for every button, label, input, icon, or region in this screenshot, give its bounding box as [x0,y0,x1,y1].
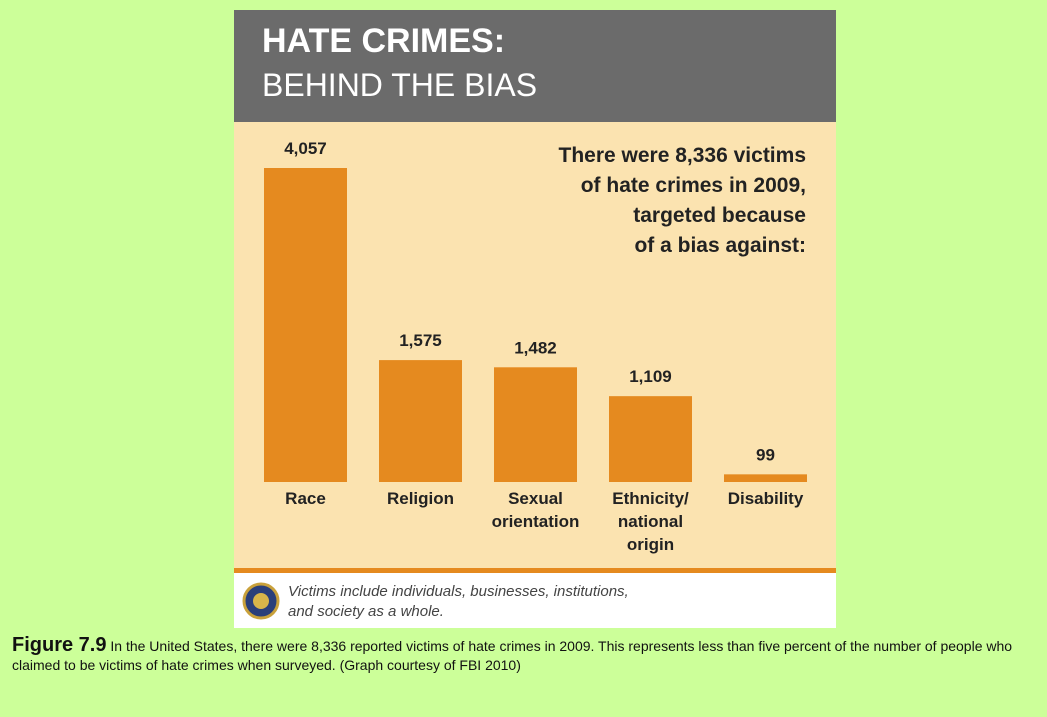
bar [379,360,462,482]
annotation-line: of a bias against: [634,234,806,257]
caption-text: In the United States, there were 8,336 r… [12,638,1013,673]
bar [494,367,577,482]
bar [609,396,692,482]
value-label: 1,109 [629,367,672,386]
bar [724,474,807,482]
bar [264,168,347,482]
title-line: HATE CRIMES: [262,22,505,60]
category-label: national [618,512,683,531]
annotation-line: targeted because [633,204,806,227]
fbi-seal-center [253,593,269,609]
footnote-line: Victims include individuals, businesses,… [288,583,629,600]
category-label: Race [285,489,326,508]
value-label: 99 [756,445,775,464]
footer-band [234,573,836,628]
category-label: Ethnicity/ [612,489,689,508]
annotation-line: of hate crimes in 2009, [581,174,806,197]
caption: Figure 7.9 In the United States, there w… [12,634,1032,675]
category-label: Sexual [508,489,563,508]
footnote-line: and society as a whole. [288,603,444,620]
value-label: 1,575 [399,331,442,350]
annotation-line: There were 8,336 victims [559,144,806,167]
category-label: origin [627,535,674,554]
value-label: 1,482 [514,338,557,357]
category-label: orientation [492,512,580,531]
category-label: Disability [728,489,804,508]
header-band [234,10,836,122]
caption-label: Figure 7.9 [12,634,107,656]
category-label: Religion [387,489,454,508]
title-line: BEHIND THE BIAS [262,67,537,103]
divider [234,568,836,573]
value-label: 4,057 [284,139,327,158]
